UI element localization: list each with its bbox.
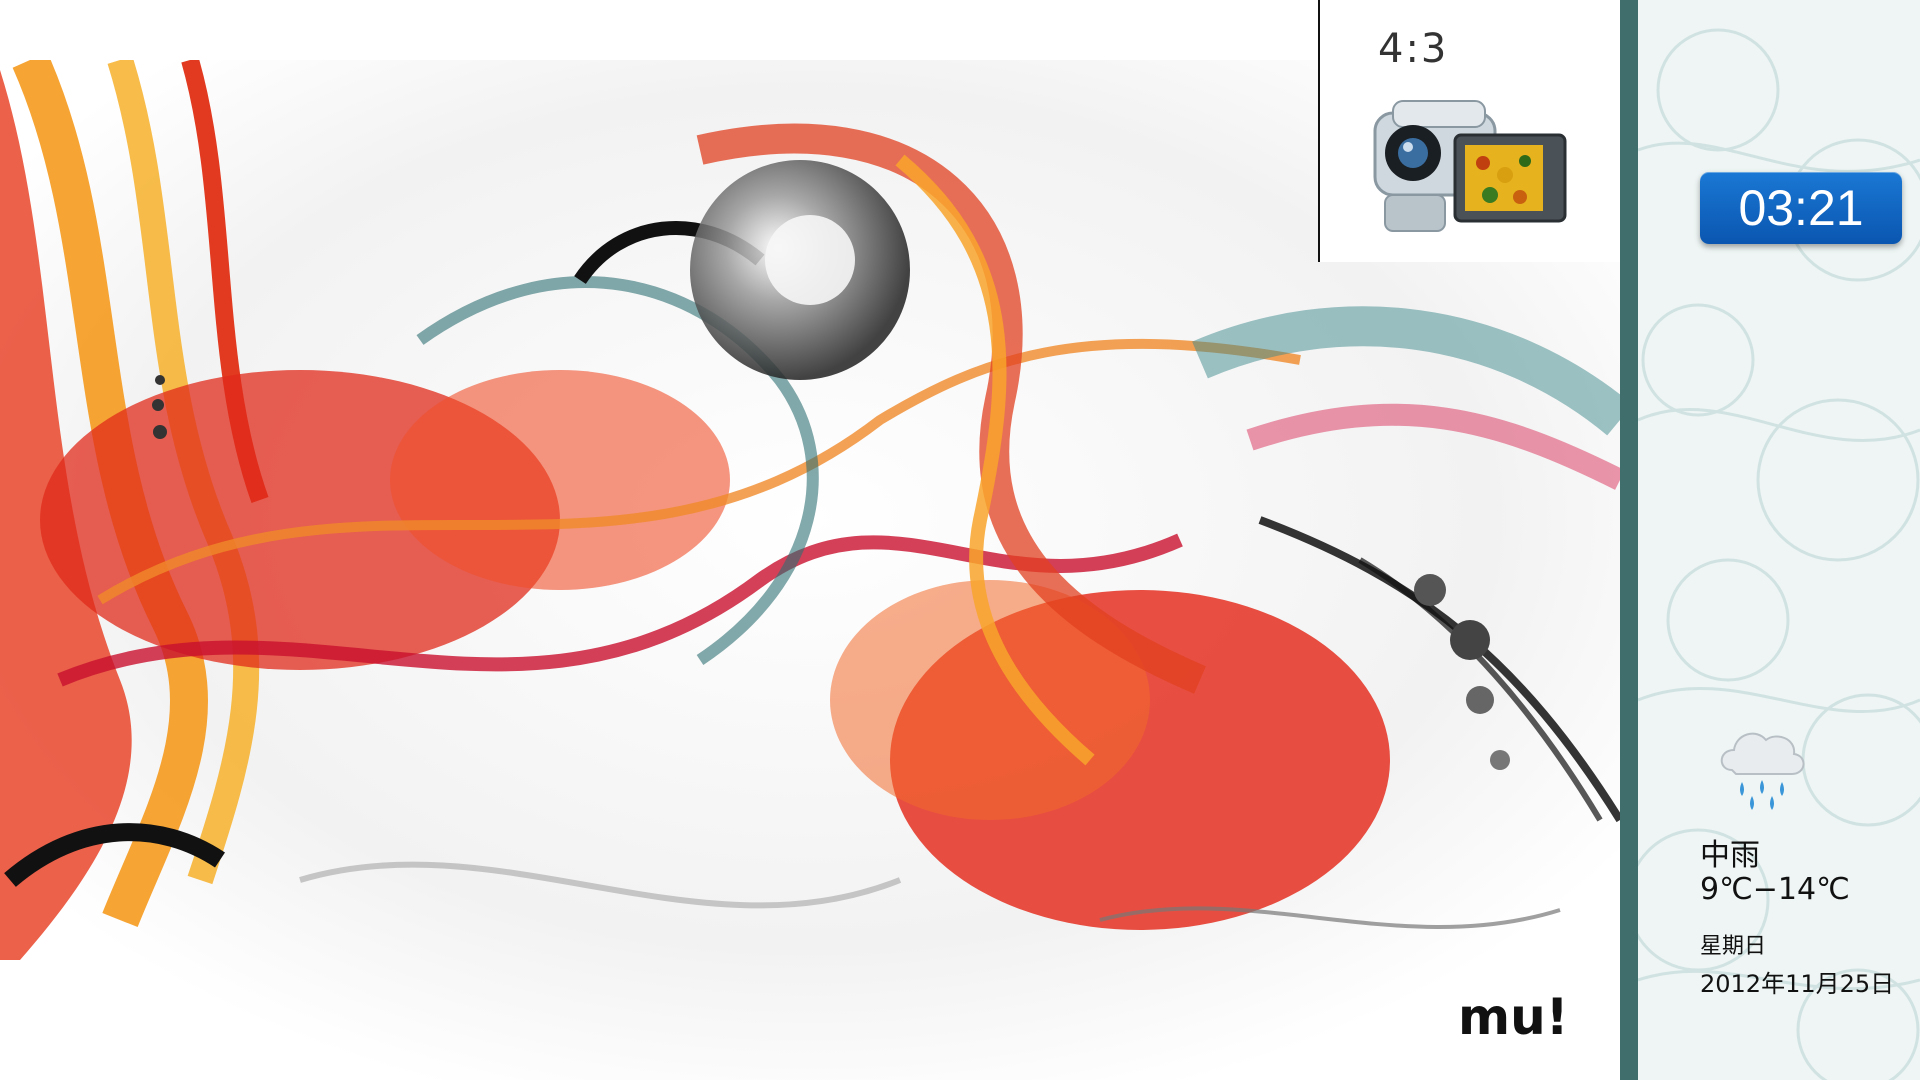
weather-weekday: 星期日: [1700, 934, 1767, 959]
sidebar-border: [1620, 0, 1638, 1080]
rain-cloud-icon: [1720, 732, 1805, 810]
aspect-ratio-label[interactable]: 4:3: [1378, 26, 1449, 72]
floral-pattern-background: [1638, 28, 1920, 1080]
camcorder-icon[interactable]: [1365, 95, 1595, 255]
aspect-panel-divider: [1318, 0, 1320, 262]
weather-condition: 中雨: [1700, 838, 1760, 873]
sidebar: [1638, 0, 1920, 1080]
artwork-logo: mu!: [1458, 988, 1569, 1046]
clock-display: 03:21: [1700, 172, 1902, 244]
weather-temperature: 9℃−14℃: [1700, 872, 1850, 907]
media-display-area: 4:3 mu!: [0, 0, 1620, 1080]
weather-date: 2012年11月25日: [1700, 970, 1895, 998]
